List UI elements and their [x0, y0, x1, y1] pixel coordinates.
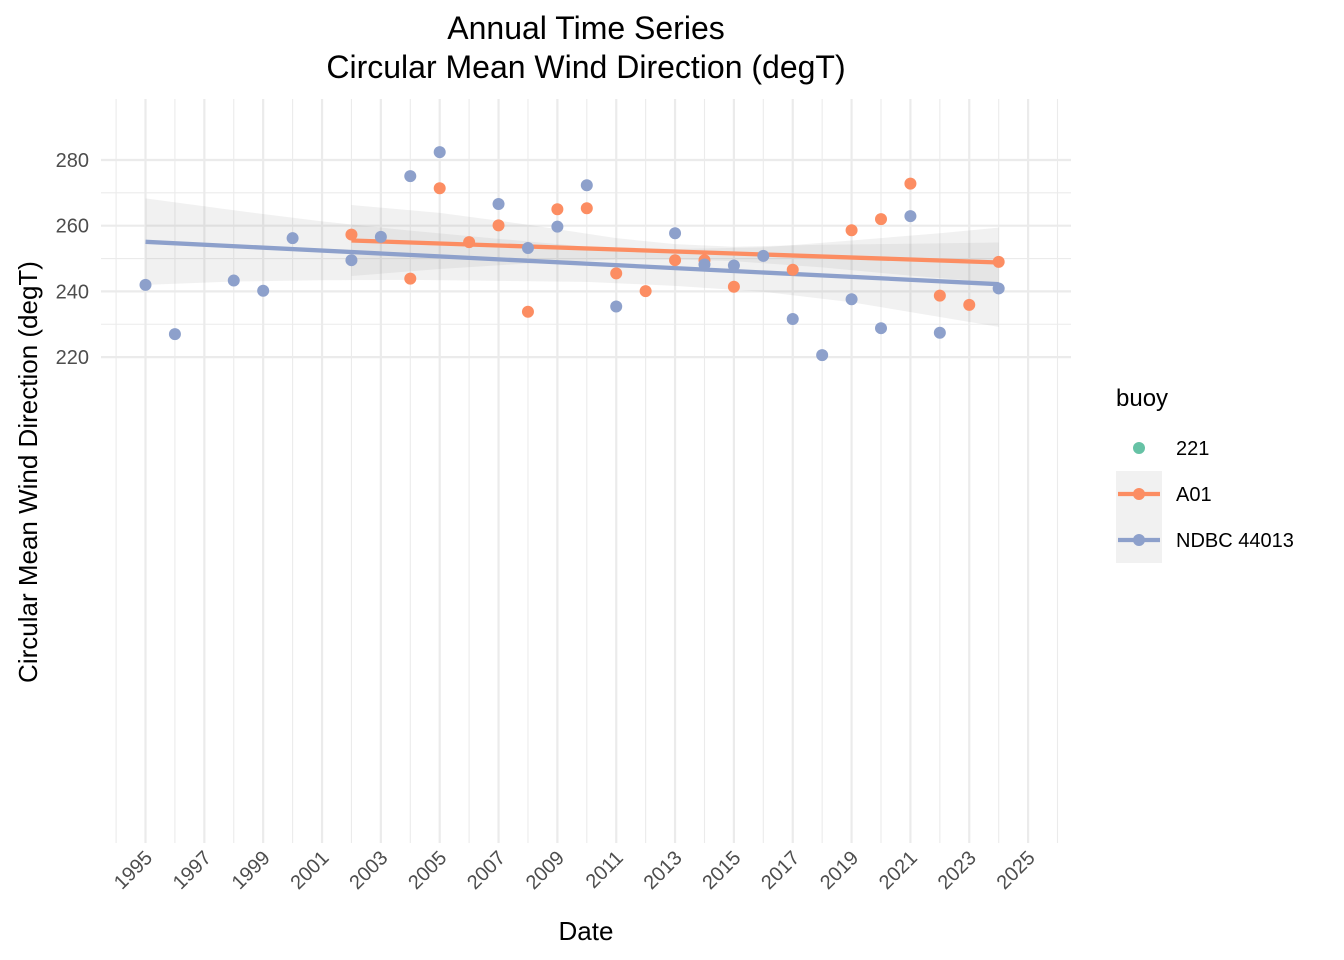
legend-title: buoy: [1116, 385, 1168, 412]
chart-title-line-2: Circular Mean Wind Direction (degT): [326, 49, 845, 85]
data-point: [551, 220, 564, 233]
x-tick-label: 2001: [287, 847, 334, 894]
data-point: [610, 300, 623, 313]
legend: buoy 221 A01 NDBC 44013: [1116, 385, 1294, 563]
x-axis-title: Date: [559, 916, 614, 946]
chart-title: Annual Time Series Circular Mean Wind Di…: [326, 10, 845, 85]
data-point: [404, 170, 417, 183]
data-point: [286, 232, 299, 245]
data-point: [757, 249, 770, 262]
data-point: [992, 282, 1005, 295]
x-tick-label: 2011: [582, 847, 628, 893]
data-point: [257, 284, 270, 297]
data-point: [992, 255, 1005, 268]
x-tick-label: 2025: [993, 847, 1040, 894]
trend-line: [351, 238, 999, 265]
x-tick-label: 2023: [934, 847, 981, 894]
data-point: [433, 146, 446, 159]
data-point: [433, 182, 446, 195]
x-tick-label: 2015: [698, 847, 745, 894]
y-tick-label: 260: [56, 216, 89, 238]
x-axis-ticks: 1995 1997 1999 2001 2003 2005 2007 2009 2011 2013…: [110, 847, 1040, 894]
data-point: [669, 227, 682, 240]
trend-line: [145, 239, 999, 287]
data-point: [933, 326, 946, 339]
data-point: [610, 267, 623, 280]
x-tick-label: 2013: [640, 847, 687, 894]
data-point: [492, 198, 505, 211]
x-tick-label: 2017: [757, 847, 804, 894]
y-tick-label: 280: [56, 150, 89, 172]
data-point: [786, 312, 799, 325]
confidence-band: [351, 205, 999, 283]
data-point: [845, 293, 858, 306]
legend-key-point: [1133, 488, 1145, 500]
data-point: [845, 224, 858, 237]
y-tick-label: 220: [56, 347, 89, 369]
data-point: [521, 305, 534, 318]
data-point: [463, 236, 476, 249]
x-tick-label: 2007: [463, 847, 510, 894]
data-point: [727, 280, 740, 293]
chart-title-line-1: Annual Time Series: [447, 10, 724, 46]
y-tick-label: 240: [56, 281, 89, 303]
x-tick-label: 2003: [345, 847, 392, 894]
x-tick-label: 2019: [816, 847, 863, 894]
data-point: [963, 298, 976, 311]
data-point: [904, 177, 917, 190]
data-point: [875, 322, 887, 335]
data-point: [933, 289, 946, 302]
data-point: [374, 230, 387, 243]
data-point: [345, 228, 358, 241]
legend-label: 221: [1176, 438, 1209, 460]
x-tick-label: 2009: [522, 847, 569, 894]
data-points: [139, 146, 1005, 362]
x-tick-label: 1995: [110, 847, 157, 894]
data-point: [875, 213, 887, 226]
x-tick-label: 1999: [228, 847, 275, 894]
data-point: [727, 259, 740, 272]
data-point: [168, 328, 181, 341]
data-point: [816, 349, 829, 362]
x-tick-label: 1997: [169, 847, 216, 894]
data-point: [227, 274, 240, 287]
legend-label: NDBC 44013: [1176, 530, 1294, 552]
data-point: [521, 242, 534, 255]
trend-lines: [145, 238, 999, 287]
data-point: [139, 278, 152, 291]
data-point: [639, 285, 652, 298]
data-point: [345, 254, 358, 267]
grid-minor: [101, 99, 1071, 843]
data-point: [786, 263, 799, 276]
y-axis-ticks: 220 240 260 280: [56, 150, 89, 369]
data-point: [904, 210, 917, 223]
data-point: [404, 272, 417, 285]
data-point: [580, 202, 593, 215]
data-point: [551, 203, 564, 216]
legend-key-point: [1133, 534, 1145, 546]
data-point: [698, 258, 711, 271]
y-axis-title: Circular Mean Wind Direction (degT): [13, 261, 43, 683]
legend-label: A01: [1176, 484, 1212, 506]
data-point: [580, 179, 593, 192]
legend-key-point: [1133, 442, 1145, 454]
x-tick-label: 2021: [875, 847, 922, 894]
data-point: [492, 219, 505, 232]
data-point: [669, 254, 682, 267]
x-tick-label: 2005: [404, 847, 451, 894]
